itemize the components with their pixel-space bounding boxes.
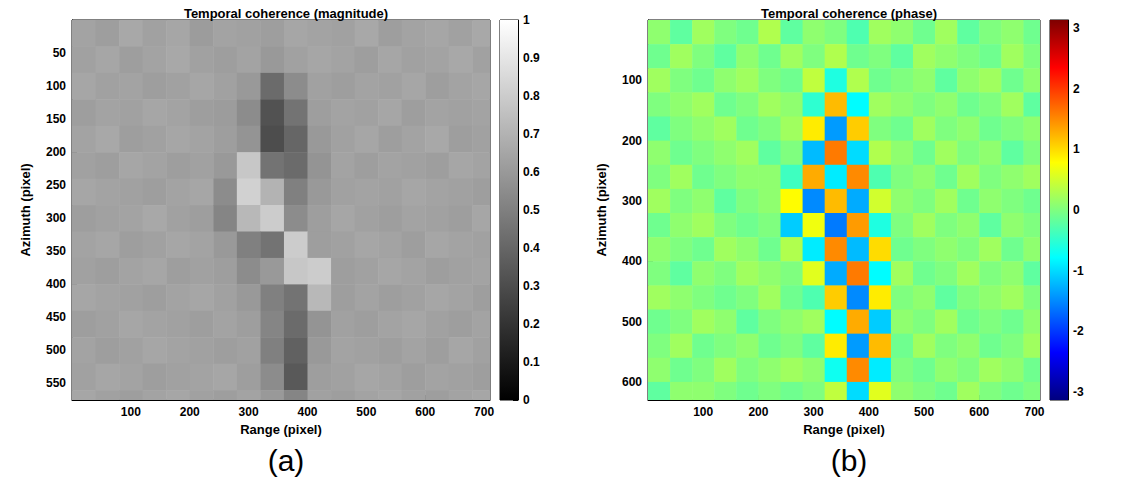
svg-text:0.2: 0.2 <box>523 317 540 331</box>
svg-text:Azimuth (pixel): Azimuth (pixel) <box>18 163 33 256</box>
svg-text:100: 100 <box>46 79 66 93</box>
svg-text:0.7: 0.7 <box>523 127 540 141</box>
svg-text:350: 350 <box>46 244 66 258</box>
svg-text:3: 3 <box>1073 21 1080 35</box>
svg-text:Temporal coherence (phase): Temporal coherence (phase) <box>761 6 937 21</box>
svg-text:150: 150 <box>46 112 66 126</box>
svg-text:-1: -1 <box>1073 264 1084 278</box>
svg-text:300: 300 <box>804 405 824 419</box>
svg-text:400: 400 <box>622 254 642 268</box>
svg-text:100: 100 <box>693 405 713 419</box>
svg-text:Range (pixel): Range (pixel) <box>803 422 885 437</box>
svg-text:600: 600 <box>415 405 435 419</box>
svg-text:500: 500 <box>622 315 642 329</box>
svg-text:0.4: 0.4 <box>523 241 540 255</box>
svg-text:0: 0 <box>523 393 530 407</box>
svg-text:700: 700 <box>1024 405 1044 419</box>
svg-text:0.9: 0.9 <box>523 51 540 65</box>
svg-text:700: 700 <box>474 405 494 419</box>
svg-text:0.5: 0.5 <box>523 203 540 217</box>
svg-text:0.8: 0.8 <box>523 89 540 103</box>
svg-text:600: 600 <box>969 405 989 419</box>
svg-text:500: 500 <box>914 405 934 419</box>
svg-text:Range (pixel): Range (pixel) <box>240 422 322 437</box>
svg-text:100: 100 <box>121 405 141 419</box>
svg-text:0: 0 <box>1073 203 1080 217</box>
svg-text:250: 250 <box>46 178 66 192</box>
svg-text:0.6: 0.6 <box>523 165 540 179</box>
svg-text:500: 500 <box>46 343 66 357</box>
svg-text:450: 450 <box>46 310 66 324</box>
svg-text:50: 50 <box>53 46 67 60</box>
svg-text:200: 200 <box>622 134 642 148</box>
svg-text:400: 400 <box>859 405 879 419</box>
svg-text:200: 200 <box>748 405 768 419</box>
svg-text:-3: -3 <box>1073 385 1084 399</box>
svg-text:200: 200 <box>46 145 66 159</box>
svg-text:600: 600 <box>622 375 642 389</box>
svg-text:100: 100 <box>622 73 642 87</box>
svg-text:Azimuth (pixel): Azimuth (pixel) <box>594 163 609 256</box>
svg-text:-2: -2 <box>1073 324 1084 338</box>
svg-text:2: 2 <box>1073 82 1080 96</box>
svg-text:0.1: 0.1 <box>523 355 540 369</box>
svg-text:400: 400 <box>46 277 66 291</box>
svg-text:400: 400 <box>297 405 317 419</box>
svg-text:550: 550 <box>46 376 66 390</box>
svg-text:1: 1 <box>1073 142 1080 156</box>
svg-text:Temporal coherence (magnitude): Temporal coherence (magnitude) <box>184 6 388 21</box>
svg-text:(a): (a) <box>268 444 305 477</box>
svg-text:500: 500 <box>356 405 376 419</box>
svg-text:(b): (b) <box>831 444 868 477</box>
svg-text:200: 200 <box>180 405 200 419</box>
svg-text:0.3: 0.3 <box>523 279 540 293</box>
svg-text:300: 300 <box>46 211 66 225</box>
svg-text:300: 300 <box>622 194 642 208</box>
svg-text:1: 1 <box>523 13 530 27</box>
svg-text:300: 300 <box>239 405 259 419</box>
